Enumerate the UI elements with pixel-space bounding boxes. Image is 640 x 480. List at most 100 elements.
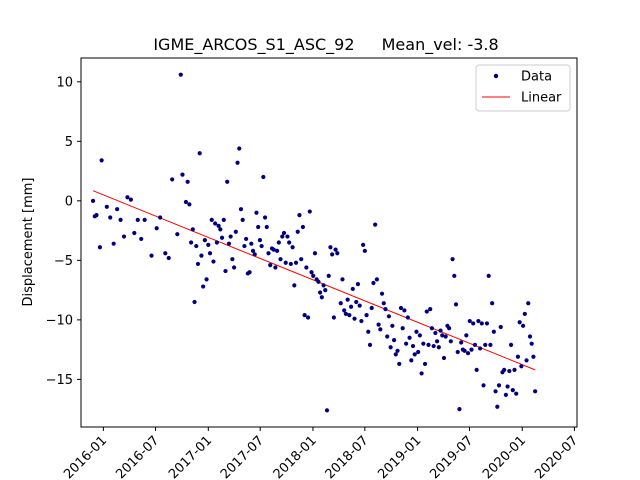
data-point: [515, 354, 521, 359]
data-point: [361, 242, 366, 247]
legend-label-data: Data: [521, 70, 552, 85]
data-point: [440, 333, 445, 338]
data-point: [388, 345, 393, 350]
data-point: [285, 234, 290, 239]
data-point: [447, 326, 452, 331]
data-point: [524, 358, 529, 363]
data-point: [139, 236, 144, 242]
data-point: [352, 316, 357, 321]
data-point: [414, 329, 419, 334]
data-point: [467, 318, 472, 324]
data-point: [462, 348, 467, 353]
data-point: [221, 217, 226, 222]
data-point: [434, 339, 440, 344]
data-point: [214, 240, 219, 245]
data-point: [240, 217, 245, 222]
data-point: [230, 257, 235, 262]
data-point: [369, 305, 374, 311]
legend-marker-data: [493, 73, 499, 79]
data-point: [257, 238, 263, 243]
data-point: [471, 321, 476, 326]
data-point: [252, 252, 257, 257]
data-point: [373, 222, 378, 227]
chart-title-stat: Mean_vel: -3.8: [382, 35, 499, 55]
data-point: [522, 311, 527, 317]
data-point: [218, 227, 223, 232]
data-point: [496, 383, 502, 388]
data-point: [379, 291, 385, 296]
data-point: [209, 217, 214, 222]
y-tick-label: 0: [65, 194, 73, 209]
data-point: [520, 323, 526, 328]
data-point: [264, 224, 269, 230]
data-point: [514, 391, 519, 396]
data-point: [443, 334, 448, 339]
data-point: [386, 314, 392, 319]
data-point: [125, 195, 130, 200]
data-point: [472, 342, 478, 347]
data-point: [465, 351, 471, 356]
data-point: [104, 204, 109, 209]
data-point: [438, 328, 443, 333]
data-point: [378, 327, 383, 332]
data-point: [287, 240, 292, 245]
data-point: [364, 313, 369, 318]
data-point: [187, 202, 192, 207]
y-axis-label: Displacement [mm]: [21, 178, 36, 307]
data-point: [402, 308, 407, 313]
data-point: [290, 245, 295, 250]
data-point: [211, 259, 216, 264]
data-point: [393, 352, 398, 357]
data-point: [115, 207, 120, 212]
data-point: [232, 265, 237, 270]
data-point: [292, 283, 297, 288]
data-point: [299, 257, 304, 262]
data-point: [237, 146, 242, 151]
data-point: [469, 347, 474, 352]
data-point: [533, 389, 538, 394]
data-point: [459, 340, 464, 345]
data-point: [436, 345, 441, 350]
data-point: [135, 217, 140, 222]
legend-label-linear: Linear: [521, 91, 562, 106]
data-point: [398, 305, 404, 311]
data-point: [183, 199, 189, 205]
data-point: [242, 243, 247, 249]
data-point: [201, 284, 206, 289]
data-point: [280, 234, 285, 239]
data-point: [244, 236, 249, 242]
legend: Data Linear: [475, 64, 571, 112]
data-point: [276, 240, 281, 245]
data-point: [381, 301, 386, 306]
data-point: [213, 221, 218, 226]
data-point: [207, 251, 213, 256]
data-point: [312, 251, 318, 256]
data-point: [223, 268, 228, 274]
data-point: [326, 273, 331, 278]
data-point: [197, 151, 202, 156]
data-point: [99, 158, 104, 163]
data-point: [254, 210, 259, 215]
data-point: [348, 304, 354, 309]
data-point: [185, 179, 190, 184]
data-point: [519, 364, 524, 369]
data-point: [318, 290, 323, 295]
data-point: [426, 342, 431, 347]
data-point: [304, 265, 309, 270]
y-tick-label: −10: [46, 313, 73, 328]
data-point: [350, 286, 355, 292]
data-point: [268, 263, 273, 268]
data-point: [288, 261, 293, 267]
data-point: [340, 277, 345, 282]
data-point: [376, 322, 381, 327]
data-point: [309, 270, 314, 275]
data-point: [166, 255, 171, 261]
data-point: [271, 247, 276, 252]
data-point: [238, 207, 244, 212]
data-point: [477, 346, 483, 351]
data-point: [431, 343, 436, 349]
data-point: [345, 297, 350, 302]
data-point: [250, 248, 256, 253]
data-point: [374, 277, 379, 282]
data-point: [405, 315, 410, 320]
